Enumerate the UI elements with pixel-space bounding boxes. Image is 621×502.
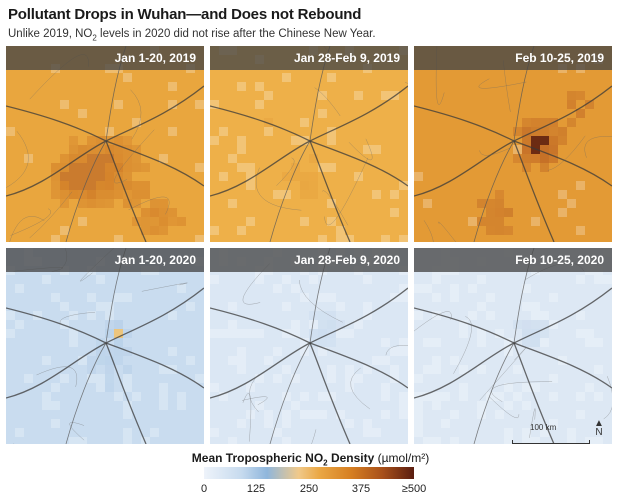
map-panel-2019-jan28-feb9: Jan 28-Feb 9, 2019 — [210, 46, 408, 242]
scale-bar — [512, 434, 590, 444]
map-panel-2019-jan1-20: Jan 1-20, 2019 — [6, 46, 204, 242]
map-panel-2019-feb10-25: Feb 10-25, 2019 — [414, 46, 612, 242]
legend-title: Mean Tropospheric NO2 Density (µmol/m²) — [191, 451, 430, 468]
legend-tick: 125 — [246, 483, 266, 495]
panel-label: Jan 1-20, 2020 — [6, 248, 204, 272]
north-arrow-icon: ▲ N — [594, 418, 604, 438]
map-image — [210, 46, 408, 242]
page-subtitle: Unlike 2019, NO2 levels in 2020 did not … — [8, 28, 376, 43]
map-image — [6, 248, 204, 444]
panel-label: Feb 10-25, 2019 — [414, 46, 612, 70]
legend-colorbar — [204, 467, 414, 479]
panel-label: Feb 10-25, 2020 — [414, 248, 612, 272]
map-grid: Jan 1-20, 2019 Jan 28-Feb 9, 2019 Feb 10… — [6, 46, 613, 446]
map-panel-2020-jan28-feb9: Jan 28-Feb 9, 2020 — [210, 248, 408, 444]
panel-label: Jan 1-20, 2019 — [6, 46, 204, 70]
map-panel-2020-feb10-25: Feb 10-25, 2020 — [414, 248, 612, 444]
map-image — [414, 248, 612, 444]
panel-label: Jan 28-Feb 9, 2019 — [210, 46, 408, 70]
legend-tick: 375 — [351, 483, 371, 495]
map-image — [210, 248, 408, 444]
panel-label: Jan 28-Feb 9, 2020 — [210, 248, 408, 272]
legend-tick: ≥500 — [401, 483, 427, 495]
map-image — [414, 46, 612, 242]
scale-bar-label: 100 km — [530, 423, 557, 432]
map-image — [6, 46, 204, 242]
legend-tick: 250 — [299, 483, 319, 495]
page-title: Pollutant Drops in Wuhan—and Does not Re… — [8, 6, 362, 23]
legend-tick: 0 — [200, 483, 208, 495]
map-panel-2020-jan1-20: Jan 1-20, 2020 — [6, 248, 204, 444]
